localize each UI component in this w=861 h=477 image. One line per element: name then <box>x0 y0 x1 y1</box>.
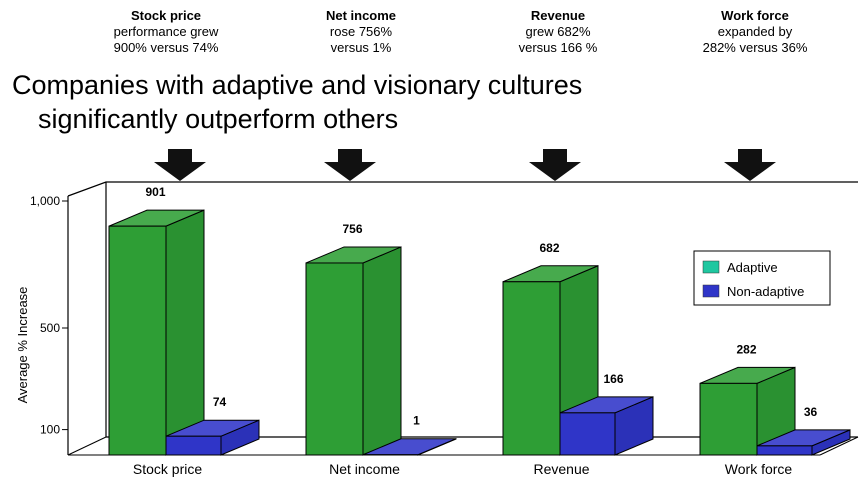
headline-line-1: Companies with adaptive and visionary cu… <box>12 70 583 100</box>
floor-side-line <box>67 436 107 456</box>
callout-text: 900% versus 74% <box>113 40 219 55</box>
y-tick-label: 500 <box>40 321 60 335</box>
non-adaptive-bar-front <box>165 435 222 456</box>
x-category-label: Revenue <box>533 461 589 477</box>
y-tick-label: 100 <box>40 423 60 437</box>
adaptive-bar-front <box>699 382 758 456</box>
adaptive-bar-front <box>305 262 364 456</box>
down-arrow-icon <box>529 149 581 181</box>
non-adaptive-data-label: 166 <box>603 372 623 386</box>
callout-text: expanded by <box>717 24 793 39</box>
down-arrow-icon <box>324 149 376 181</box>
callout-text: versus 1% <box>330 40 392 55</box>
legend-label: Non-adaptive <box>727 284 804 299</box>
adaptive-bar-front <box>502 281 561 456</box>
callout-heading: Stock price <box>130 8 202 23</box>
callout-text: performance grew <box>113 24 219 39</box>
y-tick-label: 1,000 <box>30 194 60 208</box>
callout-stock-price: Stock price performance grew 900% versus… <box>81 8 251 56</box>
headline-line-2: significantly outperform others <box>38 104 399 134</box>
legend-swatch <box>702 284 720 298</box>
adaptive-bar-front <box>108 225 167 456</box>
callout-revenue: Revenue grew 682% versus 166 % <box>473 8 643 56</box>
non-adaptive-data-label: 36 <box>804 405 818 419</box>
adaptive-data-label: 682 <box>539 241 559 255</box>
x-category-label: Stock price <box>133 461 202 477</box>
callout-heading: Revenue <box>530 8 586 23</box>
x-category-label: Work force <box>725 461 793 477</box>
adaptive-data-label: 282 <box>736 342 756 356</box>
non-adaptive-bar-front <box>559 412 616 456</box>
adaptive-bar-side <box>362 246 402 456</box>
non-adaptive-data-label: 1 <box>413 414 420 428</box>
non-adaptive-data-label: 74 <box>213 395 227 409</box>
down-arrow-icon <box>724 149 776 181</box>
legend-swatch <box>702 260 720 274</box>
headline: Companies with adaptive and visionary cu… <box>12 68 582 136</box>
adaptive-bar-side <box>165 209 205 456</box>
callout-heading: Work force <box>721 8 789 23</box>
callout-net-income: Net income rose 756% versus 1% <box>276 8 446 56</box>
down-arrow-icon <box>154 149 206 181</box>
callout-text: grew 682% <box>525 24 591 39</box>
callout-text: versus 166 % <box>518 40 598 55</box>
callout-text: 282% versus 36% <box>702 40 808 55</box>
x-category-label: Net income <box>329 461 400 477</box>
y-axis-label: Average % Increase <box>15 287 30 404</box>
floor-right-line <box>819 436 859 456</box>
legend-label: Adaptive <box>727 260 778 275</box>
adaptive-data-label: 756 <box>342 222 362 236</box>
callout-heading: Net income <box>325 8 397 23</box>
non-adaptive-bar-front <box>756 445 813 456</box>
back-wall-top-line <box>67 181 858 197</box>
callout-work-force: Work force expanded by 282% versus 36% <box>670 8 840 56</box>
callout-text: rose 756% <box>329 24 393 39</box>
adaptive-data-label: 901 <box>145 185 165 199</box>
